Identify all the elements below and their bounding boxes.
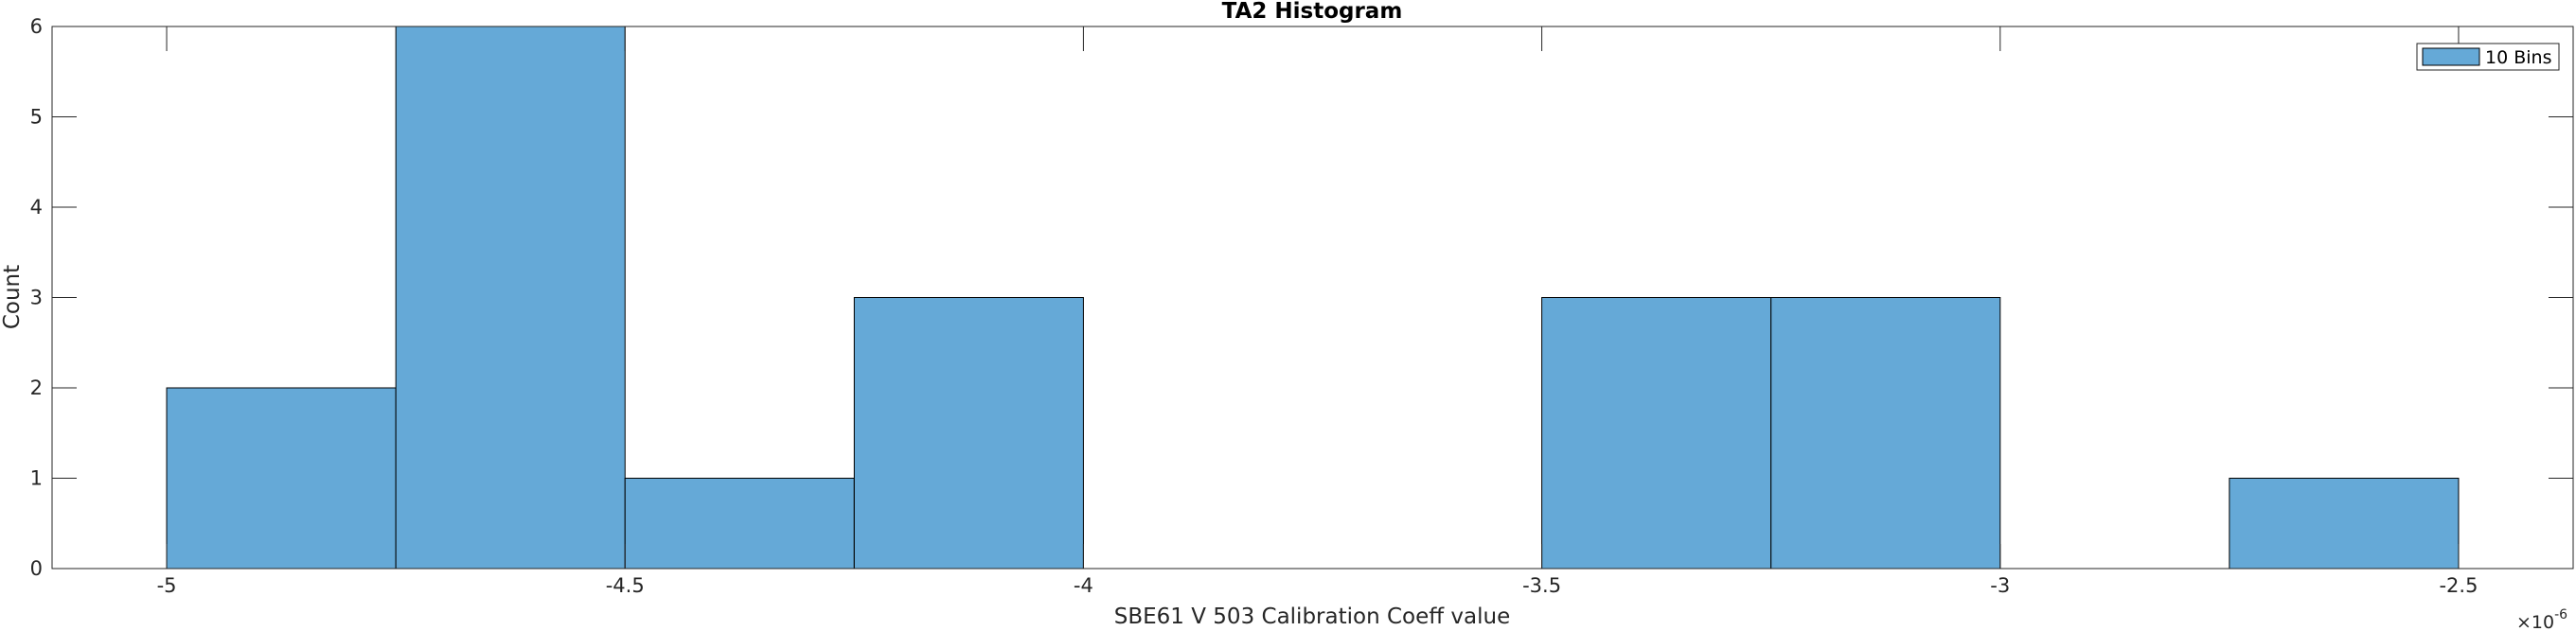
x-tick-label: -2.5 bbox=[2439, 574, 2478, 597]
x-axis-label: SBE61 V 503 Calibration Coeff value bbox=[1114, 605, 1510, 629]
y-axis-label: Count bbox=[0, 265, 25, 329]
histogram-bar bbox=[1541, 297, 1772, 570]
y-axis-ticks: 0 1 2 3 4 5 6 bbox=[30, 15, 2573, 580]
y-tick-label: 5 bbox=[30, 106, 43, 129]
x-axis-ticks: -5 -4.5 -4 -3.5 -3 -2.5 bbox=[157, 26, 2478, 597]
histogram-bar bbox=[2229, 478, 2460, 570]
y-tick-label: 3 bbox=[30, 287, 43, 309]
y-tick-label: 1 bbox=[30, 467, 43, 490]
histogram-bar bbox=[624, 478, 855, 570]
x-tick-label: -5 bbox=[157, 574, 177, 597]
x-axis-exponent: ×10-6 bbox=[2516, 607, 2567, 631]
histogram-bar bbox=[853, 297, 1084, 570]
x-tick-label: -3.5 bbox=[1522, 574, 1561, 597]
y-tick-label: 0 bbox=[30, 557, 43, 580]
y-tick-label: 6 bbox=[30, 15, 43, 38]
y-tick-label: 4 bbox=[30, 196, 43, 219]
legend: 10 Bins bbox=[2416, 43, 2560, 71]
legend-swatch bbox=[2422, 47, 2480, 66]
legend-label: 10 Bins bbox=[2485, 47, 2551, 68]
x-tick-label: -3 bbox=[1990, 574, 2010, 597]
chart-title: TA2 Histogram bbox=[1222, 0, 1403, 24]
histogram-bar bbox=[166, 387, 397, 570]
x-exponent-power: -6 bbox=[2554, 607, 2567, 622]
histogram-bar bbox=[1770, 297, 2001, 570]
x-tick-label: -4.5 bbox=[606, 574, 645, 597]
histogram-bars bbox=[166, 26, 2460, 570]
x-tick-label: -4 bbox=[1074, 574, 1093, 597]
y-tick-label: 2 bbox=[30, 377, 43, 399]
x-exponent-base: ×10 bbox=[2516, 612, 2554, 631]
histogram-bar bbox=[395, 26, 626, 570]
